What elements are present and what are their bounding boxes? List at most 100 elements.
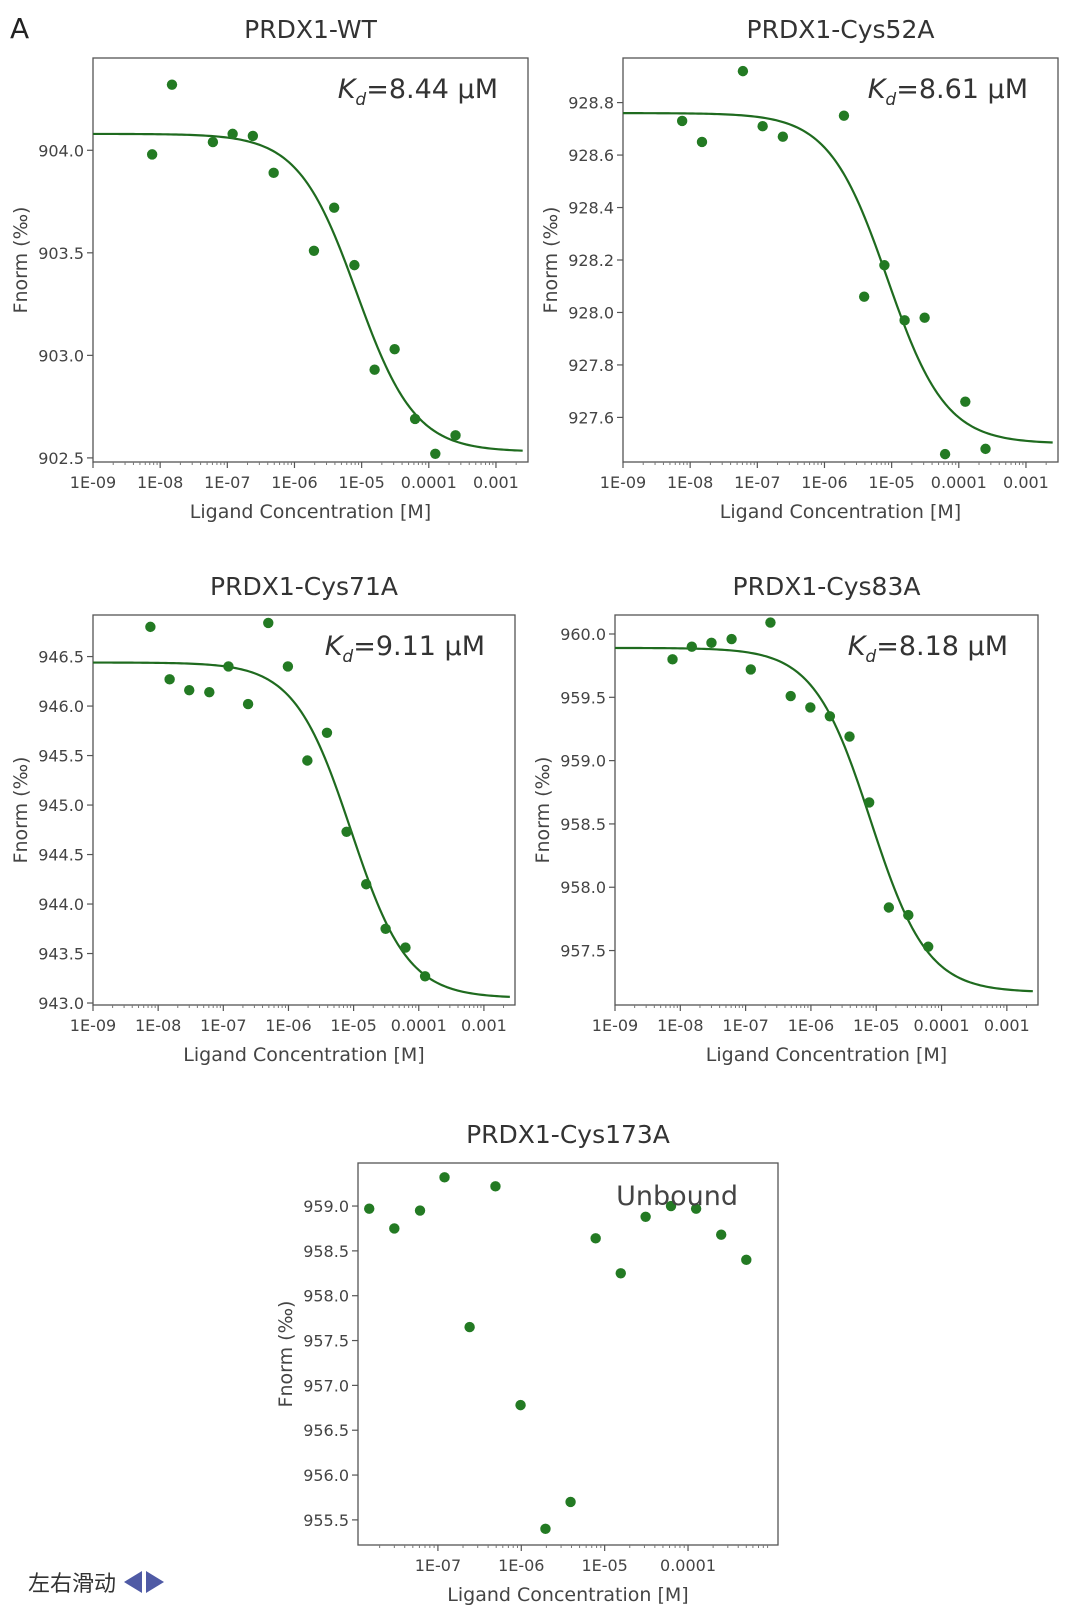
y-tick-label: 928.6 (568, 146, 614, 165)
data-point (844, 731, 855, 742)
y-tick-label: 958.5 (560, 815, 606, 834)
swipe-hint[interactable]: 左右滑动 (28, 1566, 165, 1598)
data-point (389, 344, 400, 355)
data-point (980, 443, 991, 455)
data-point (414, 1205, 426, 1216)
x-tick-label: 1E-05 (581, 1556, 627, 1575)
y-tick-label: 945.5 (38, 747, 84, 766)
data-point (227, 128, 238, 140)
kd-value: =8.61 μM (896, 74, 1028, 105)
chart-title: PRDX1-WT (244, 15, 377, 44)
data-point (184, 685, 195, 696)
chart-title: PRDX1-Cys71A (210, 572, 398, 601)
y-tick-label: 956.5 (303, 1421, 349, 1440)
x-tick-label: 1E-08 (667, 473, 713, 492)
data-point (667, 654, 678, 665)
data-point (706, 637, 717, 649)
data-point (207, 136, 219, 148)
data-point (369, 364, 380, 375)
unbound-annotation: Unbound (616, 1181, 738, 1212)
data-point (204, 687, 215, 698)
y-tick-label: 956.0 (303, 1466, 349, 1485)
y-tick-label: 959.0 (560, 752, 606, 771)
arrow-left-icon[interactable] (124, 1571, 143, 1593)
data-point (464, 1321, 475, 1333)
data-point (838, 110, 850, 121)
y-axis-label: Fnorm (‰) (275, 1301, 297, 1408)
x-tick-label: 0.001 (473, 473, 519, 492)
data-point (919, 312, 930, 323)
x-tick-label: 1E-08 (135, 1016, 181, 1035)
y-tick-label: 960.0 (560, 625, 606, 644)
y-tick-label: 946.5 (38, 648, 84, 667)
x-tick-label: 1E-06 (801, 473, 847, 492)
kd-subscript: d (342, 647, 353, 667)
chart-2: PRDX1-Cys52A 1E-09 1E-08 1E-07 1E-06 1E-05 0.0… (540, 15, 1059, 523)
y-tick-label: 957.5 (303, 1332, 349, 1351)
data-point (360, 879, 372, 890)
y-tick-label: 944.0 (38, 895, 84, 914)
x-tick-label: 0.001 (984, 1016, 1030, 1035)
x-tick-label: 0.0001 (914, 1016, 970, 1035)
x-tick-label: 1E-09 (70, 1016, 116, 1035)
y-tick-label: 946.0 (38, 697, 84, 716)
y-tick-label: 904.0 (38, 141, 84, 160)
data-point (146, 149, 158, 160)
y-tick-label: 928.8 (568, 94, 614, 113)
data-point (883, 902, 895, 913)
data-point (409, 413, 421, 425)
data-point (166, 79, 178, 90)
x-tick-label: 0.0001 (931, 473, 987, 492)
y-tick-label: 928.4 (568, 199, 614, 218)
data-point (696, 136, 708, 148)
data-point (565, 1496, 576, 1508)
data-point (903, 909, 914, 921)
data-point (640, 1211, 651, 1223)
y-tick-label: 958.0 (303, 1287, 349, 1306)
data-point (960, 396, 971, 407)
kd-value: =8.44 μM (366, 74, 498, 105)
x-tick-label: 1E-07 (204, 473, 250, 492)
x-axis-label: Ligand Concentration [M] (183, 1044, 424, 1066)
data-point (349, 259, 360, 271)
x-tick-label: 1E-06 (788, 1016, 834, 1035)
data-point (540, 1523, 551, 1535)
x-tick-label: 1E-06 (271, 473, 317, 492)
arrow-right-icon[interactable] (146, 1571, 165, 1593)
data-point (939, 448, 951, 460)
y-tick-label: 928.0 (568, 303, 614, 322)
fit-curve (614, 646, 1033, 993)
y-tick-label: 959.5 (560, 688, 606, 707)
y-tick-label: 957.5 (560, 942, 606, 961)
data-point (268, 167, 279, 179)
data-point (858, 291, 870, 302)
plot-frame (357, 1162, 779, 1546)
kd-annotation: Kd=8.44 μM (338, 74, 498, 110)
x-axis-label: Ligand Concentration [M] (720, 501, 961, 523)
data-point (726, 633, 737, 645)
x-tick-label: 1E-06 (265, 1016, 311, 1035)
data-point (785, 690, 796, 702)
swipe-arrows[interactable] (124, 1571, 165, 1593)
y-tick-label: 958.0 (560, 878, 606, 897)
data-point (745, 664, 756, 675)
kd-value: =8.18 μM (876, 631, 1008, 662)
y-tick-label: 927.6 (568, 408, 614, 427)
x-axis-label: Ligand Concentration [M] (190, 501, 431, 523)
data-point (145, 621, 156, 633)
kd-annotation: Kd=8.61 μM (868, 74, 1028, 110)
panel-label: A (10, 12, 30, 45)
data-point (777, 131, 789, 142)
x-tick-label: 1E-09 (600, 473, 646, 492)
x-tick-label: 0.0001 (391, 1016, 447, 1035)
chart-title: PRDX1-Cys173A (466, 1120, 670, 1149)
data-point (824, 711, 836, 722)
y-tick-label: 943.0 (38, 994, 84, 1013)
data-point (164, 674, 175, 685)
x-axis-label: Ligand Concentration [M] (447, 1584, 688, 1606)
data-point (439, 1172, 450, 1183)
data-point (757, 121, 768, 132)
x-tick-label: 0.0001 (401, 473, 457, 492)
data-point (923, 941, 934, 952)
y-tick-label: 903.0 (38, 346, 84, 365)
